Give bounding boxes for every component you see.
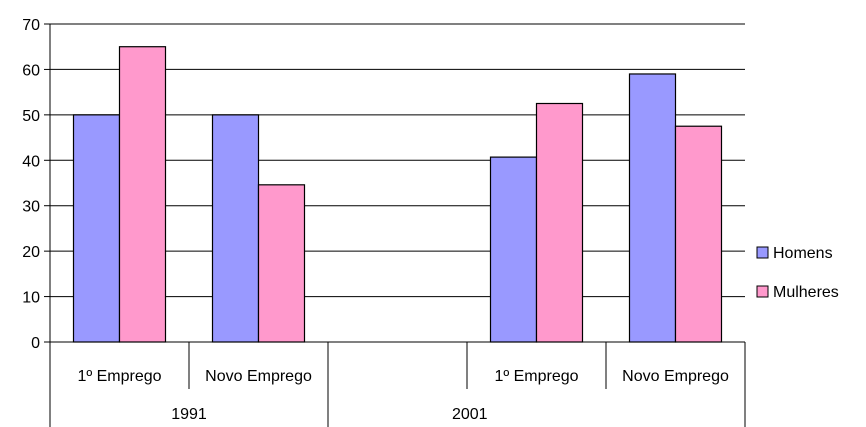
y-tick-label: 10 — [22, 290, 40, 307]
y-tick-label: 0 — [31, 335, 40, 352]
y-tick-label: 40 — [22, 153, 40, 170]
bar — [674, 125, 723, 343]
x-category-label: 1º Emprego — [494, 368, 578, 385]
x-category-label: Novo Emprego — [205, 368, 312, 385]
bar — [211, 114, 260, 343]
legend-swatch — [756, 246, 769, 259]
x-group-label: 1991 — [171, 406, 207, 423]
bar — [489, 156, 538, 343]
x-category-label: Novo Emprego — [622, 368, 729, 385]
x-group-label: 2001 — [452, 406, 488, 423]
bar — [72, 114, 121, 343]
legend: Homens Mulheres — [756, 245, 839, 301]
x-axis-labels: 1º Emprego Novo Emprego 1º Emprego Novo Emp… — [77, 368, 729, 423]
y-tick-label: 30 — [22, 199, 40, 216]
bar — [118, 46, 167, 343]
bar — [257, 184, 306, 343]
legend-label: Mulheres — [773, 284, 839, 301]
y-tick-label: 70 — [22, 17, 40, 34]
bars — [72, 46, 723, 343]
legend-label: Homens — [773, 245, 833, 262]
y-axis-ticks: 0 10 20 30 40 50 60 70 — [22, 17, 50, 352]
bar — [628, 73, 677, 343]
y-tick-label: 20 — [22, 244, 40, 261]
y-tick-label: 60 — [22, 62, 40, 79]
legend-swatch — [756, 285, 769, 298]
bar — [535, 102, 584, 343]
axes — [49, 24, 746, 427]
x-category-label: 1º Emprego — [77, 368, 161, 385]
y-tick-label: 50 — [22, 108, 40, 125]
